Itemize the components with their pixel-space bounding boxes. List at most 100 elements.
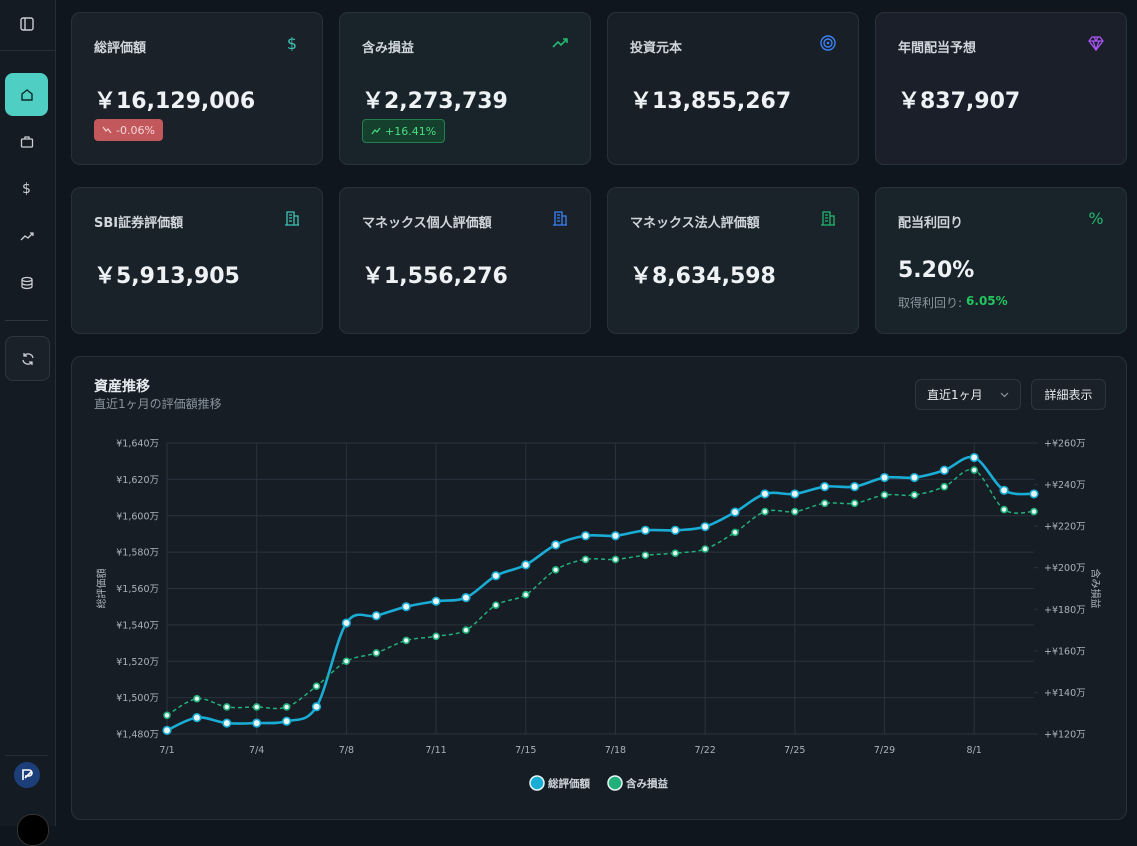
- card-title: 含み損益: [362, 41, 415, 56]
- y-tick-label: ¥1,500万: [116, 693, 159, 704]
- x-tick-label: 7/1: [159, 745, 174, 756]
- legend-label: 総評価額: [548, 777, 590, 790]
- portfolio-button[interactable]: [5, 120, 48, 163]
- y2-tick-label: +¥140万: [1044, 688, 1086, 699]
- data-point: [910, 491, 919, 499]
- data-point: [670, 525, 680, 535]
- y2-tick-label: +¥240万: [1044, 480, 1086, 491]
- stat-card: 含み損益 ￥2,273,739 +16.41%: [339, 12, 591, 165]
- y-axis-title: 総評価額: [95, 569, 108, 609]
- card-value: 5.20%: [898, 258, 975, 283]
- data-point: [282, 703, 291, 711]
- detail-button[interactable]: 詳細表示: [1031, 379, 1106, 410]
- stat-card: マネックス法人評価額 ￥8,634,598: [607, 187, 859, 334]
- data-point: [969, 452, 979, 463]
- y-tick-label: ¥1,520万: [116, 657, 159, 668]
- card-icon: [820, 210, 836, 230]
- data-point: [312, 682, 321, 690]
- card-sub: 取得利回り: 6.05%: [898, 294, 1008, 311]
- dividend-button[interactable]: $: [22, 180, 31, 197]
- card-value: ￥16,129,006: [94, 89, 256, 114]
- sub-value: 6.05%: [966, 294, 1008, 308]
- card-value: ￥837,907: [898, 89, 1021, 114]
- data-point: [551, 540, 561, 550]
- y2-tick-label: +¥220万: [1044, 522, 1086, 533]
- data-point: [820, 482, 830, 492]
- home-button[interactable]: [5, 73, 48, 116]
- card-icon: $: [284, 34, 300, 55]
- logo: [14, 762, 40, 788]
- card-title: 総評価額: [94, 41, 147, 56]
- data-point: [731, 528, 739, 537]
- data-point: [163, 711, 171, 720]
- data-point: [193, 694, 201, 703]
- y-tick-label: ¥1,620万: [116, 475, 159, 486]
- card-value: ￥13,855,267: [630, 89, 792, 114]
- svg-text:$: $: [287, 35, 297, 51]
- data-point: [760, 489, 770, 499]
- data-point: [939, 465, 949, 475]
- data-point: [371, 611, 381, 621]
- card-icon: [284, 210, 300, 230]
- data-point: [610, 531, 621, 541]
- data-point: [281, 716, 292, 726]
- chart-panel: 資産推移 直近1ヶ月の評価額推移 直近1ヶ月 詳細表示 ¥1,480万 ¥1,50…: [71, 356, 1127, 820]
- data-point: [342, 657, 351, 666]
- data-point: [671, 549, 680, 557]
- data-point: [222, 718, 232, 728]
- toggle-icon[interactable]: [20, 17, 34, 31]
- x-tick-label: 7/29: [874, 745, 895, 756]
- data-point: [701, 545, 709, 553]
- stat-card: マネックス個人評価額 ￥1,556,276: [339, 187, 591, 334]
- data-point: [700, 522, 710, 532]
- data-point: [1029, 489, 1039, 499]
- refresh-button[interactable]: [5, 336, 50, 381]
- data-point: [521, 560, 531, 570]
- data-point: [940, 482, 949, 491]
- badge-text: -0.06%: [116, 123, 155, 137]
- card-value: ￥2,273,739: [362, 89, 508, 114]
- data-point: [580, 531, 591, 541]
- x-tick-label: 7/22: [694, 745, 715, 756]
- x-tick-label: 7/15: [515, 745, 536, 756]
- card-title: 投資元本: [630, 41, 683, 56]
- card-icon: [820, 35, 836, 55]
- stat-card: 投資元本 ￥13,855,267: [607, 12, 859, 165]
- legend-swatch: [529, 775, 545, 791]
- data-point: [252, 718, 262, 728]
- x-tick-label: 7/11: [425, 745, 446, 756]
- data-point: [761, 507, 769, 516]
- x-tick-label: 7/18: [605, 745, 626, 756]
- x-tick-label: 7/25: [784, 745, 805, 756]
- y-tick-label: ¥1,580万: [116, 548, 159, 559]
- data-point: [581, 555, 590, 564]
- trend-button[interactable]: [5, 214, 48, 257]
- y2-tick-label: +¥120万: [1044, 730, 1086, 741]
- data-point: [551, 565, 560, 574]
- data-point: [162, 725, 172, 735]
- y-tick-label: ¥1,600万: [116, 511, 159, 522]
- data-point: [192, 713, 202, 723]
- y-tick-label: ¥1,560万: [116, 584, 159, 595]
- data-point: [402, 636, 410, 645]
- data-point: [791, 507, 799, 516]
- legend-label: 含み損益: [626, 777, 668, 790]
- avatar[interactable]: [17, 814, 49, 846]
- panel-title: 資産推移: [94, 379, 150, 395]
- series-line: [166, 455, 1035, 732]
- sub-label: 取得利回り:: [898, 296, 963, 310]
- badge-text: +16.41%: [385, 124, 437, 138]
- y2-axis-title: 含み損益: [1089, 569, 1102, 609]
- data-point: [970, 466, 979, 474]
- stat-card: 総評価額 ￥16,129,006 $ -0.06%: [71, 12, 323, 165]
- range-select[interactable]: 直近1ヶ月: [915, 379, 1021, 410]
- database-button[interactable]: [5, 261, 48, 304]
- change-badge: +16.41%: [362, 119, 446, 143]
- data-point: [850, 499, 859, 508]
- select-label: 直近1ヶ月: [927, 388, 983, 402]
- card-icon: %: [1088, 209, 1104, 230]
- data-point: [1030, 507, 1038, 516]
- y2-tick-label: +¥200万: [1044, 563, 1086, 574]
- data-point: [492, 601, 500, 609]
